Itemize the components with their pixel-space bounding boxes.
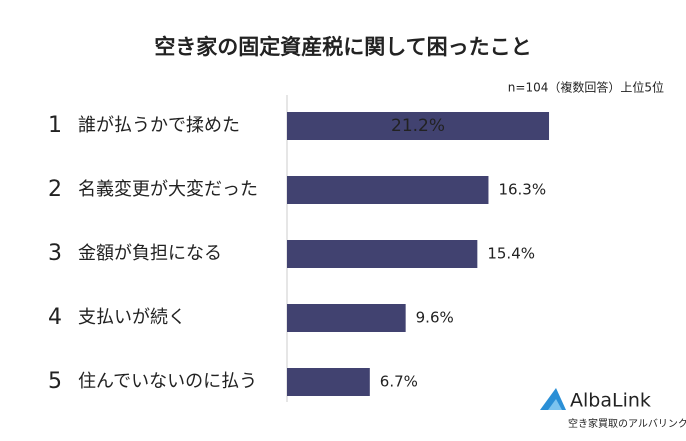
rank-label: 1 [48, 113, 62, 138]
bar [287, 176, 489, 204]
rank-label: 4 [48, 305, 62, 330]
logo-icon-inner [548, 399, 562, 410]
logo-name: AlbaLink [570, 390, 651, 412]
rank-label: 5 [48, 369, 62, 394]
category-label: 金額が負担になる [78, 243, 222, 264]
logo: AlbaLink 空き家買取のアルバリンク [540, 388, 686, 430]
bar [287, 240, 478, 268]
category-label: 住んでいないのに払う [78, 371, 257, 392]
bar [287, 112, 550, 140]
category-label: 誰が払うかで揉めた [78, 115, 240, 136]
bar [287, 304, 406, 332]
value-label: 16.3% [498, 181, 546, 199]
value-label: 6.7% [380, 373, 418, 391]
rank-label: 2 [48, 177, 62, 202]
bar [287, 368, 370, 396]
rank-label: 3 [48, 241, 62, 266]
chart-title: 空き家の固定資産税に関して困ったこと [154, 35, 531, 59]
logo-tagline: 空き家買取のアルバリンク [568, 417, 686, 430]
category-label: 名義変更が大変だった [78, 179, 258, 200]
logo-icon [540, 388, 566, 410]
value-label: 15.4% [487, 245, 535, 263]
category-label: 支払いが続く [78, 307, 186, 328]
chart-subtitle: n=104（複数回答）上位5位 [508, 80, 664, 95]
value-label: 21.2% [391, 116, 445, 136]
value-label: 9.6% [416, 309, 454, 327]
